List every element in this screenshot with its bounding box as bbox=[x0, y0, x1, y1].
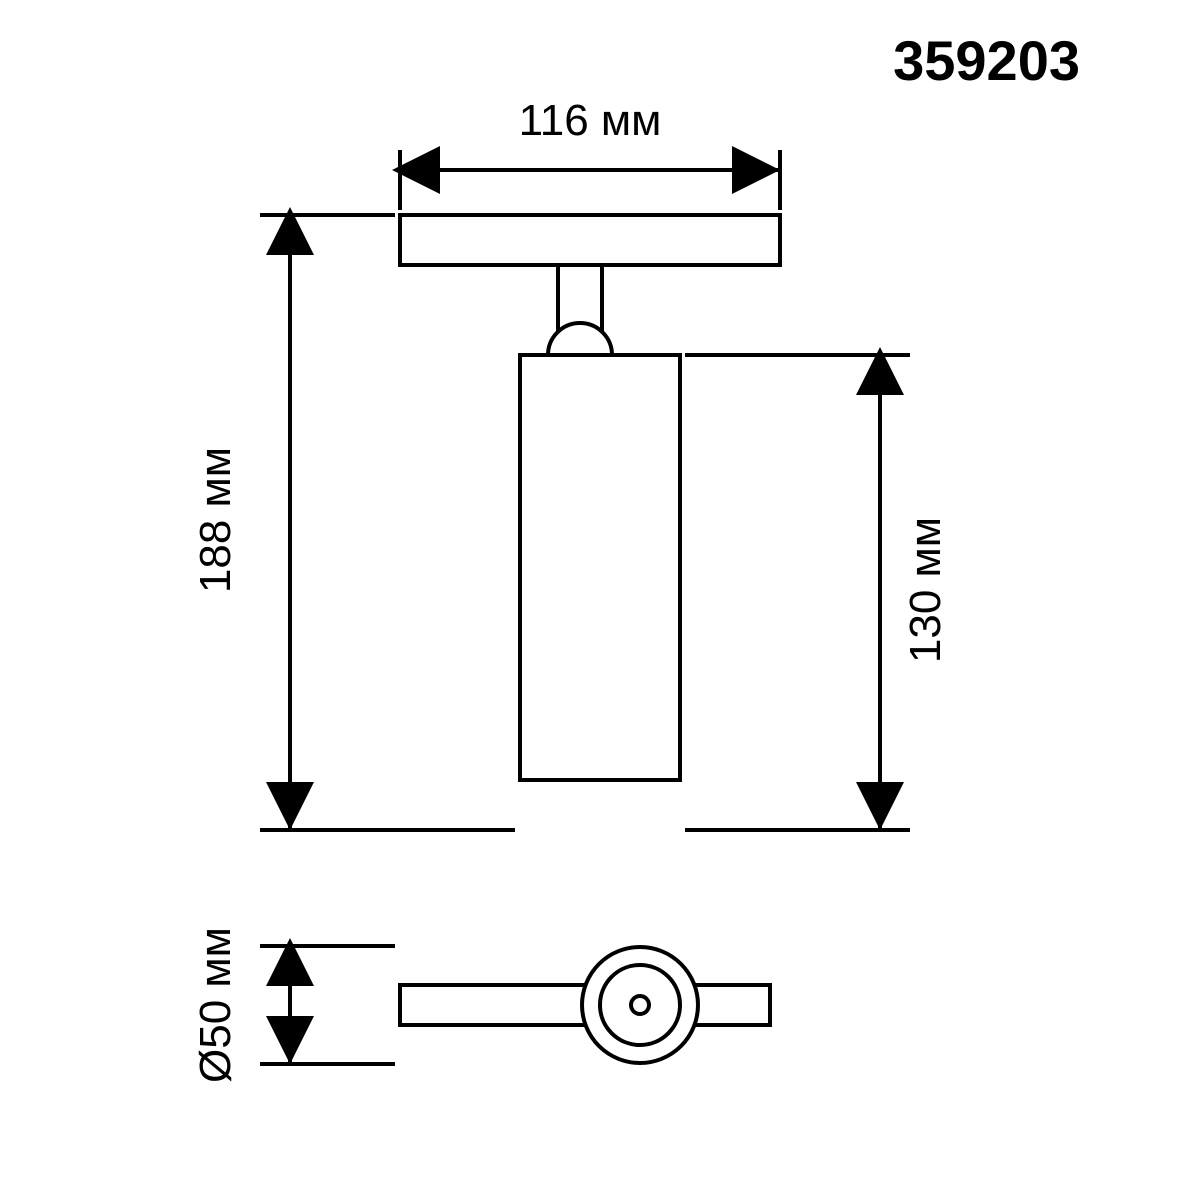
dim-width-label: 116 мм bbox=[519, 96, 662, 145]
dim-diameter: Ø50 мм bbox=[191, 927, 395, 1083]
dim-height-body-label: 130 мм bbox=[901, 517, 950, 663]
dim-height-total: 188 мм bbox=[191, 215, 515, 830]
dim-diameter-label: Ø50 мм bbox=[191, 927, 240, 1083]
technical-drawing: 359203 116 мм 188 мм 130 мм bbox=[0, 0, 1200, 1200]
dim-height-body: 130 мм bbox=[685, 355, 950, 830]
bottom-circle-inner bbox=[600, 965, 680, 1045]
bottom-view bbox=[400, 947, 770, 1063]
product-code: 359203 bbox=[893, 29, 1080, 92]
lamp-body bbox=[520, 355, 680, 780]
dim-width-top: 116 мм bbox=[400, 96, 780, 210]
top-plate bbox=[400, 215, 780, 265]
dim-height-total-label: 188 мм bbox=[191, 447, 240, 593]
